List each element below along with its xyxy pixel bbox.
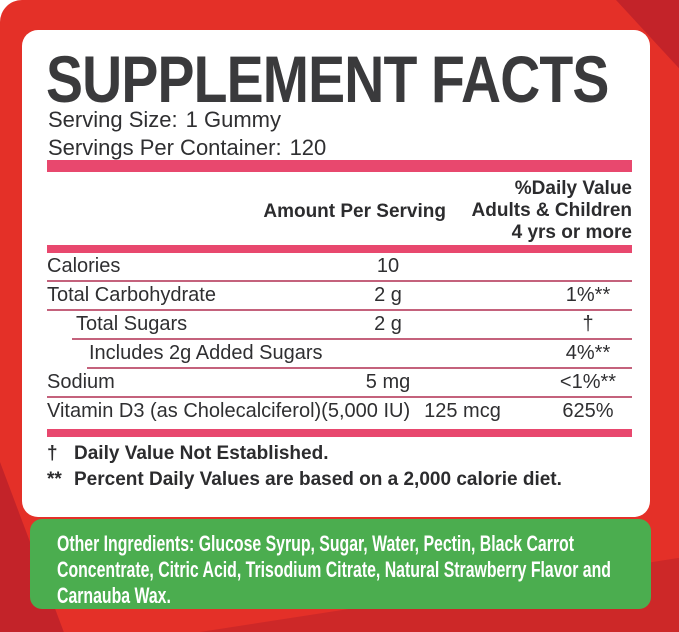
table-row-added-sugars: Includes 2g Added Sugars 4%** <box>47 340 632 367</box>
other-ingredients-box: Other Ingredients: Glucose Syrup, Sugar,… <box>30 519 651 609</box>
footnote-asterisks: ** Percent Daily Values are based on a 2… <box>47 467 632 493</box>
daily-value-header: %Daily Value Adults & Children 4 yrs or … <box>472 178 632 244</box>
serving-size-row: Serving Size: 1 Gummy <box>48 106 326 134</box>
divider-bar-header <box>47 245 632 253</box>
separator-line <box>87 367 632 369</box>
daily-value-header-line1: %Daily Value <box>514 178 632 199</box>
daily-value-header-line3: 4 yrs or more <box>511 222 632 243</box>
table-row-total-sugars: Total Sugars 2 g † <box>47 311 632 338</box>
amount-per-serving-header: Amount Per Serving <box>263 201 446 222</box>
other-ingredients-text: Glucose Syrup, Sugar, Water, Pectin, Bla… <box>57 531 611 608</box>
panel-title: SUPPLEMENT FACTS <box>46 42 609 116</box>
nutrient-name-and-amount: Vitamin D3 (as Cholecalciferol)(5,000 IU… <box>47 400 501 423</box>
nutrient-name: Vitamin D3 (as Cholecalciferol)(5,000 IU… <box>47 400 411 422</box>
footnote-dagger: † Daily Value Not Established. <box>47 441 632 467</box>
separator-line <box>47 309 632 311</box>
asterisks-symbol: ** <box>47 469 62 490</box>
nutrient-name: Total Carbohydrate <box>47 284 216 306</box>
table-row-calories: Calories 10 <box>47 253 632 280</box>
nutrient-daily-value: <1%** <box>559 371 617 393</box>
supplement-facts-panel: SUPPLEMENT FACTS Serving Size: 1 Gummy Se… <box>22 30 650 517</box>
nutrient-daily-value: 625% <box>562 400 614 422</box>
footnote-text: Daily Value Not Established. <box>74 443 329 464</box>
divider-bar-bottom <box>47 429 632 437</box>
nutrient-name: Calories <box>47 255 121 277</box>
separator-line <box>72 338 632 340</box>
table-row-total-carbohydrate: Total Carbohydrate 2 g 1%** <box>47 282 632 309</box>
other-ingredients-label: Other Ingredients: <box>57 531 195 556</box>
servings-per-container-row: Servings Per Container: 120 <box>48 134 326 162</box>
daily-value-header-line2: Adults & Children <box>471 200 632 221</box>
table-row-sodium: Sodium 5 mg <1%** <box>47 369 632 396</box>
nutrient-daily-value: 1%** <box>565 284 611 306</box>
separator-line <box>47 396 632 398</box>
footnote-text: Percent Daily Values are based on a 2,00… <box>74 469 562 490</box>
footnotes: † Daily Value Not Established. ** Percen… <box>47 441 632 493</box>
serving-size-value: 1 Gummy <box>185 107 281 132</box>
other-ingredients-paragraph: Other Ingredients: Glucose Syrup, Sugar,… <box>57 531 628 609</box>
nutrient-daily-value: † <box>582 313 594 335</box>
serving-size-label: Serving Size: <box>48 107 178 132</box>
nutrient-amount: 2 g <box>374 313 402 335</box>
divider-bar-top <box>47 160 632 172</box>
nutrient-daily-value: 4%** <box>565 342 611 364</box>
servings-per-container-value: 120 <box>289 135 327 160</box>
nutrient-amount: 2 g <box>374 284 402 306</box>
nutrient-amount: 125 mcg <box>424 400 501 422</box>
nutrient-amount: 10 <box>376 255 400 277</box>
nutrient-table: Calories 10 Total Carbohydrate 2 g 1%** … <box>47 253 632 425</box>
serving-info: Serving Size: 1 Gummy Servings Per Contai… <box>48 106 326 162</box>
nutrient-name: Includes 2g Added Sugars <box>89 342 323 364</box>
dagger-symbol: † <box>47 443 58 464</box>
table-header: Amount Per Serving %Daily Value Adults &… <box>47 176 632 245</box>
servings-per-container-label: Servings Per Container: <box>48 135 282 160</box>
nutrient-amount: 5 mg <box>365 371 411 393</box>
nutrient-name: Sodium <box>47 371 115 393</box>
table-row-vitamin-d3: Vitamin D3 (as Cholecalciferol)(5,000 IU… <box>47 398 632 425</box>
nutrient-name: Total Sugars <box>76 313 188 335</box>
separator-line <box>47 280 632 282</box>
